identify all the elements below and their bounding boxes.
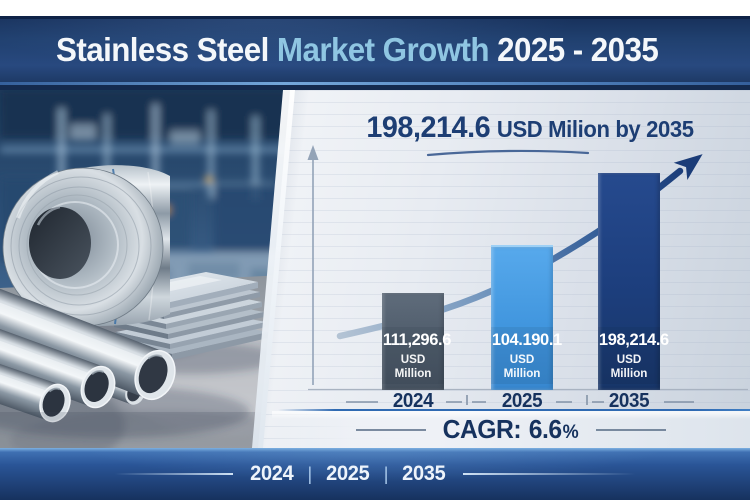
footer-left-line	[115, 473, 234, 475]
axis-label-2035: 2035	[608, 390, 650, 412]
title-part-1: Stainless Steel	[56, 31, 269, 68]
factory-illustration	[0, 90, 310, 448]
bar-2024-label: 111,296.6 USD Million	[382, 327, 451, 384]
headline-suffix: USD Milion by 2035	[496, 116, 694, 142]
cagr-left-line	[356, 428, 427, 431]
steel-coil	[2, 165, 170, 327]
headline-underline	[426, 149, 590, 157]
header-under-edge	[0, 85, 750, 90]
cagr-text: CAGR: 6.6 %	[443, 414, 579, 445]
axis-tick	[586, 395, 588, 405]
bar-2024: 111,296.6 USD Million	[382, 293, 451, 390]
bar-2035-value: 198,214.6	[598, 330, 669, 349]
axis-label-2025: 2025	[501, 390, 543, 412]
axis-tick	[466, 395, 468, 405]
footer-year-2024: 2024	[250, 462, 294, 485]
cagr-strip: CAGR: 6.6 %	[272, 411, 750, 448]
title-part-2: Market Growth	[276, 31, 490, 68]
axis-label-2024: 2024	[392, 390, 434, 412]
bar-2025-label: 104.190.1 USD Million	[491, 327, 562, 384]
bar-2035-unit: USD Million	[610, 352, 648, 380]
axis-dash	[664, 401, 694, 403]
bar-2025-unit: USD Million	[503, 352, 541, 380]
cagr-label: CAGR:	[442, 414, 522, 444]
bar-2024-value: 111,296.6	[382, 330, 451, 349]
axis-dash	[556, 401, 572, 403]
axis-dash	[446, 401, 462, 403]
footer-right-line	[462, 473, 635, 475]
bar-2035-label: 198,214.6 USD Million	[598, 327, 669, 384]
headline-value: 198,214.6	[366, 111, 491, 144]
bar-2025: 104.190.1 USD Million	[491, 245, 562, 390]
axis-blue-line	[278, 409, 750, 411]
footer-year-2025: 2025	[326, 462, 370, 485]
footer-separator: |	[307, 463, 313, 484]
footer-year-2035: 2035	[402, 462, 447, 485]
steel-products-photo	[0, 90, 310, 448]
bar-2035: 198,214.6 USD Million	[598, 173, 669, 390]
headline: 198,214.6 USD Milion by 2035	[326, 111, 733, 145]
page-title: Stainless Steel Market Growth 2025 - 203…	[56, 31, 659, 69]
axis-dash	[472, 401, 486, 403]
bar-2025-value: 104.190.1	[491, 330, 562, 349]
footer-band: 2024 | 2025 | 2035	[0, 448, 750, 500]
cagr-value: 6.6	[529, 414, 563, 444]
header-band	[0, 16, 750, 82]
axis-dash	[346, 401, 378, 403]
cagr-percent-sign: %	[562, 422, 580, 443]
header-accent-line	[0, 82, 750, 85]
steel-pipes	[0, 233, 176, 423]
axis-dash	[592, 401, 604, 403]
bar-2024-unit: USD Million	[394, 352, 432, 380]
title-part-3: 2025 - 2035	[497, 31, 659, 68]
cagr-right-line	[595, 428, 666, 431]
footer-separator: |	[383, 463, 389, 484]
header-top-edge	[0, 16, 750, 19]
